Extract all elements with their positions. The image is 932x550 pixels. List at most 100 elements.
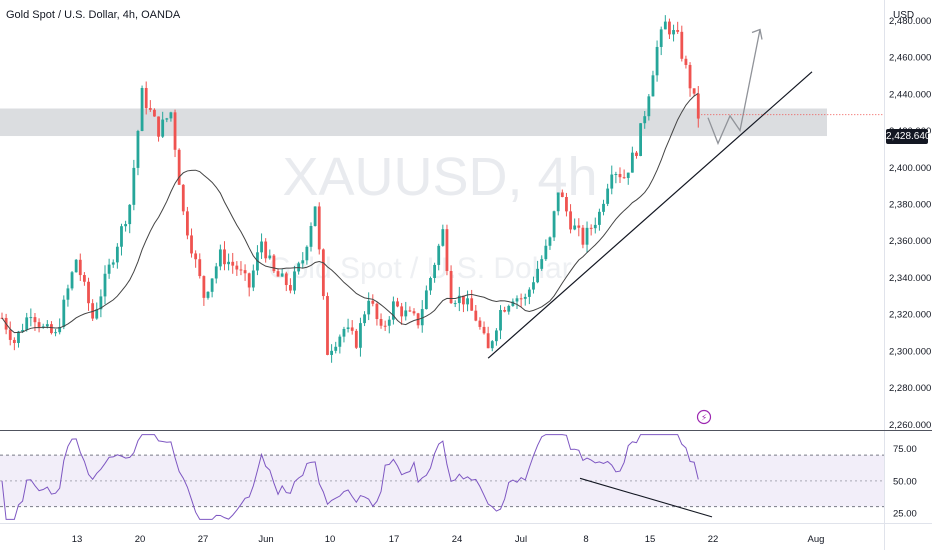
candle-body-153: [630, 152, 634, 173]
candle-body-2: [8, 329, 12, 340]
moving-average-line: [1, 92, 699, 334]
candle-body-24: [99, 296, 103, 310]
candle-body-74: [305, 246, 309, 261]
candle-body-64: [264, 241, 268, 259]
candle-body-118: [486, 333, 490, 349]
candle-body-35: [144, 87, 148, 109]
price-tick-label: 2,380.000: [889, 199, 931, 210]
candle-body-85: [350, 327, 354, 331]
candle-body-84: [346, 327, 350, 329]
candle-body-97: [400, 306, 404, 317]
candle-body-69: [284, 273, 288, 286]
candle-body-31: [128, 204, 132, 225]
rsi-tick-label: 25.00: [893, 509, 917, 520]
candle-body-166: [684, 58, 688, 65]
candle-body-86: [354, 330, 358, 348]
price-tick-label: 2,280.000: [889, 383, 931, 394]
candle-body-9: [37, 322, 41, 328]
candle-body-159: [655, 46, 659, 76]
candle-body-131: [540, 259, 544, 269]
candle-body-89: [367, 300, 371, 315]
candle-body-39: [161, 119, 165, 137]
candle-body-7: [29, 317, 33, 319]
candle-body-104: [429, 277, 432, 291]
candle-body-17: [70, 272, 74, 289]
candle-body-139: [573, 225, 577, 230]
candle-body-158: [651, 75, 655, 97]
ascending-trendline: [487, 71, 813, 359]
candle-body-4: [17, 331, 20, 344]
candle-body-47: [194, 253, 198, 260]
candle-body-157: [647, 96, 651, 117]
candle-body-151: [622, 177, 626, 179]
candle-body-137: [565, 197, 568, 212]
candle-body-116: [478, 320, 482, 327]
candle-body-147: [606, 188, 610, 204]
rsi-line: [1, 434, 699, 520]
candle-body-51: [210, 278, 214, 292]
candle-body-3: [12, 339, 16, 344]
candle-body-34: [140, 87, 144, 131]
projection-arrowhead: [751, 28, 763, 40]
candle-body-123: [507, 305, 511, 312]
price-tick-label: 2,480.000: [889, 16, 931, 27]
candle-body-78: [321, 249, 325, 297]
candle-body-168: [692, 88, 696, 94]
price-tick-label: 2,260.000: [889, 420, 931, 431]
candle-body-133: [548, 237, 552, 246]
projection-path: [707, 29, 761, 146]
candle-body-59: [243, 270, 247, 274]
candle-body-99: [408, 310, 412, 312]
time-tick-label: 10: [325, 534, 336, 545]
candle-body-146: [602, 203, 605, 212]
candle-body-49: [202, 276, 206, 298]
candle-body-165: [680, 31, 684, 59]
candle-body-77: [317, 206, 321, 250]
candle-body-117: [482, 326, 486, 334]
candle-body-156: [643, 116, 647, 124]
time-tick-label: Jul: [515, 534, 527, 545]
candle-body-55: [227, 261, 230, 265]
candle-body-66: [272, 255, 276, 272]
time-tick-label: Jun: [258, 534, 273, 545]
candle-body-107: [441, 229, 445, 246]
candle-body-160: [659, 29, 663, 47]
candle-body-15: [62, 299, 66, 327]
candle-body-18: [74, 259, 78, 273]
time-tick-label: 24: [452, 534, 463, 545]
candle-body-121: [499, 310, 502, 331]
candle-body-21: [87, 281, 90, 304]
candle-body-10: [41, 326, 45, 328]
candle-body-5: [21, 329, 24, 332]
candle-body-148: [610, 174, 614, 189]
time-tick-label: 27: [198, 534, 209, 545]
candle-body-162: [668, 21, 671, 35]
candle-body-124: [511, 301, 515, 306]
candle-body-52: [214, 266, 218, 279]
candle-body-128: [527, 289, 531, 297]
candle-body-102: [420, 309, 424, 326]
candle-body-80: [330, 350, 333, 355]
currency-label[interactable]: USD: [893, 10, 915, 21]
candle-body-60: [247, 273, 251, 288]
candle-body-41: [169, 112, 173, 119]
candle-body-25: [103, 273, 107, 297]
candle-body-13: [54, 332, 57, 334]
candle-body-75: [309, 226, 313, 247]
candle-body-111: [457, 295, 461, 304]
candle-body-164: [676, 30, 680, 32]
time-tick-label: 22: [708, 534, 719, 545]
candle-body-27: [111, 262, 115, 265]
candle-body-150: [618, 174, 622, 178]
candle-body-95: [392, 301, 395, 320]
candle-body-103: [424, 290, 428, 310]
time-tick-label: Aug: [808, 534, 825, 545]
candle-body-42: [173, 112, 177, 150]
candle-body-144: [593, 224, 597, 229]
candle-body-94: [387, 319, 391, 326]
candle-body-26: [107, 264, 111, 274]
candle-body-149: [614, 174, 618, 176]
